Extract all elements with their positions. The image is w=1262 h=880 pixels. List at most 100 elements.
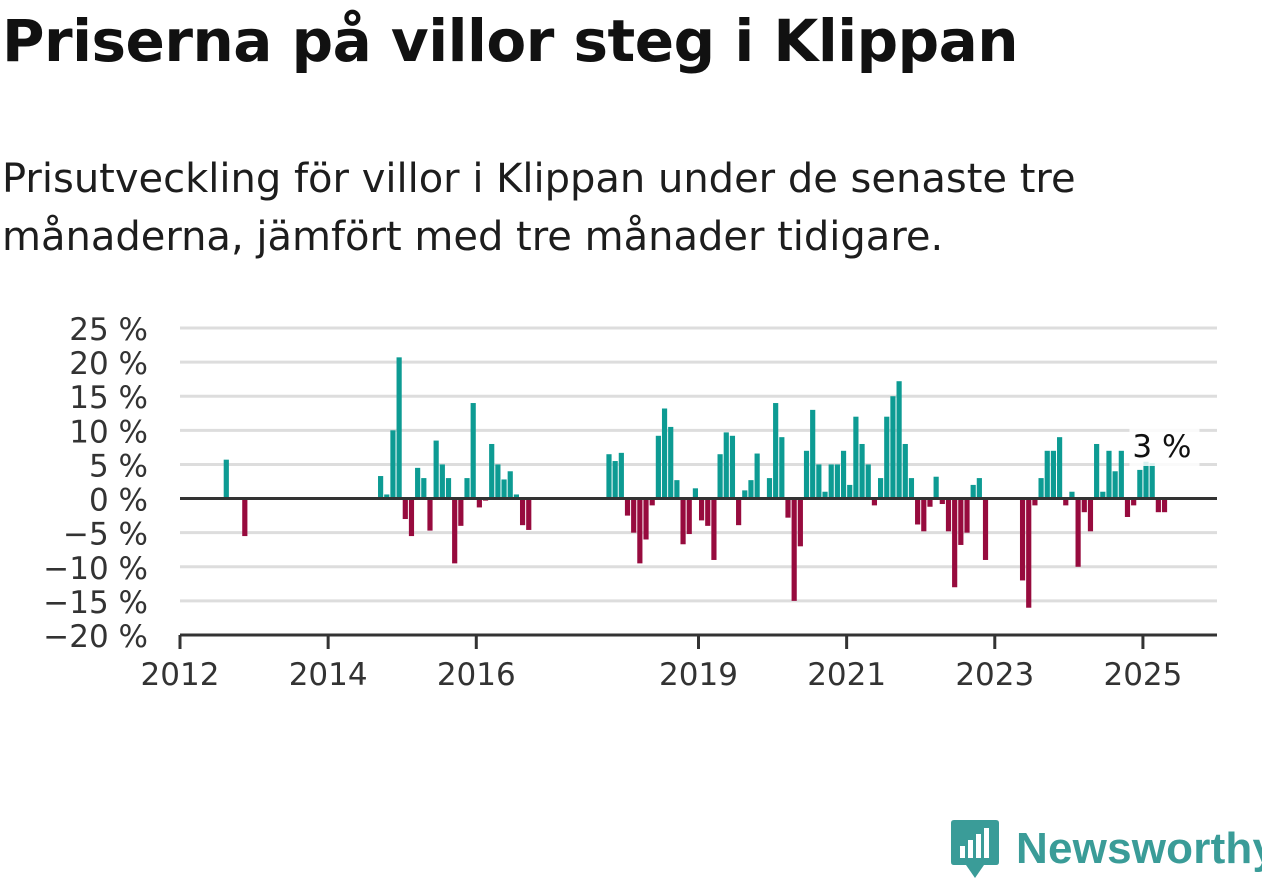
bar (828, 464, 834, 499)
x-tick-label: 2019 (659, 657, 738, 693)
x-tick-label: 2023 (955, 657, 1034, 693)
bar (637, 498, 643, 564)
bar (427, 498, 433, 531)
bar (1019, 498, 1026, 581)
bar (970, 484, 976, 499)
bar (1137, 469, 1143, 499)
y-tick-label: 0 % (89, 483, 148, 519)
bar (1050, 450, 1057, 499)
bar (612, 461, 618, 499)
bar (1143, 461, 1149, 499)
bar (1026, 498, 1032, 608)
chart-subtitle: Prisutveckling för villor i Klippan unde… (2, 156, 1076, 260)
bar (519, 498, 526, 526)
x-tick-label: 2016 (437, 657, 516, 693)
bar (945, 498, 952, 532)
bar (396, 357, 402, 499)
bar (754, 453, 760, 499)
bar (433, 440, 439, 499)
bar (606, 454, 612, 499)
bar (1038, 478, 1044, 499)
bar (908, 478, 915, 499)
bar (618, 452, 624, 499)
y-tick-label: −15 % (43, 585, 148, 621)
bar (1106, 450, 1112, 499)
bar (668, 426, 674, 499)
bar (847, 484, 853, 499)
bar (1131, 498, 1137, 506)
bar (939, 498, 945, 505)
bar (1112, 471, 1118, 499)
bar (489, 443, 495, 499)
bar (853, 416, 859, 499)
bar (952, 498, 958, 588)
y-tick-label: 20 % (69, 346, 148, 382)
bars (223, 357, 1168, 608)
bar (915, 498, 921, 525)
bar (384, 494, 390, 499)
annotation: 3 % (1129, 422, 1200, 466)
bar (421, 478, 427, 499)
bar (816, 464, 822, 499)
bar (797, 498, 803, 547)
bar (624, 498, 631, 516)
bar (982, 498, 989, 560)
bar (526, 498, 532, 530)
bar (840, 450, 847, 499)
bar (408, 498, 415, 537)
bar (933, 476, 939, 499)
bar (1155, 498, 1161, 513)
bar (859, 443, 865, 499)
grid-lines (180, 326, 1217, 603)
bar (711, 498, 717, 560)
bar (1124, 498, 1131, 517)
bar (785, 498, 791, 518)
bar (890, 396, 896, 499)
bar (705, 498, 711, 526)
bar-chart: −20 %−15 %−10 %−5 %0 %5 %10 %15 %20 %25 … (43, 312, 1217, 693)
y-tick-label: −10 % (43, 551, 148, 587)
bar (439, 464, 445, 499)
bar (378, 476, 384, 499)
newsworthy-logo-text: Newsworthy (1016, 824, 1262, 873)
bar (507, 471, 513, 499)
chart-title: Priserna på villor steg i Klippan (2, 7, 1019, 75)
x-tick-label: 2014 (289, 657, 368, 693)
annotation-background (1129, 422, 1200, 466)
bar (748, 480, 754, 499)
bar (878, 478, 884, 499)
y-tick-label: 10 % (69, 414, 148, 450)
bar (680, 498, 686, 545)
bar (1094, 443, 1100, 499)
y-tick-label: 5 % (89, 448, 148, 484)
x-tick-label: 2021 (807, 657, 886, 693)
bar (717, 454, 723, 499)
bar (501, 479, 507, 499)
y-tick-labels: −20 %−15 %−10 %−5 %0 %5 %10 %15 %20 %25 … (43, 312, 148, 655)
bar (773, 403, 779, 499)
bar (495, 464, 501, 499)
bar (1161, 498, 1168, 513)
bar (242, 498, 248, 537)
bar (964, 498, 970, 533)
bar (223, 459, 229, 499)
bar (779, 437, 785, 499)
bar (822, 491, 828, 499)
bar (958, 498, 964, 545)
bar (1032, 498, 1038, 506)
bar (884, 416, 890, 499)
bar (1075, 498, 1081, 567)
bar (1118, 450, 1124, 499)
bar (458, 498, 464, 526)
bar (649, 498, 655, 506)
bar (686, 498, 692, 535)
bar (1063, 498, 1069, 506)
bar (513, 494, 519, 499)
bar (390, 430, 396, 499)
bar (871, 498, 878, 506)
y-tick-label: 25 % (69, 312, 148, 348)
bar (1069, 491, 1075, 499)
bar (476, 498, 482, 508)
bar (810, 409, 816, 499)
bar (927, 498, 933, 507)
